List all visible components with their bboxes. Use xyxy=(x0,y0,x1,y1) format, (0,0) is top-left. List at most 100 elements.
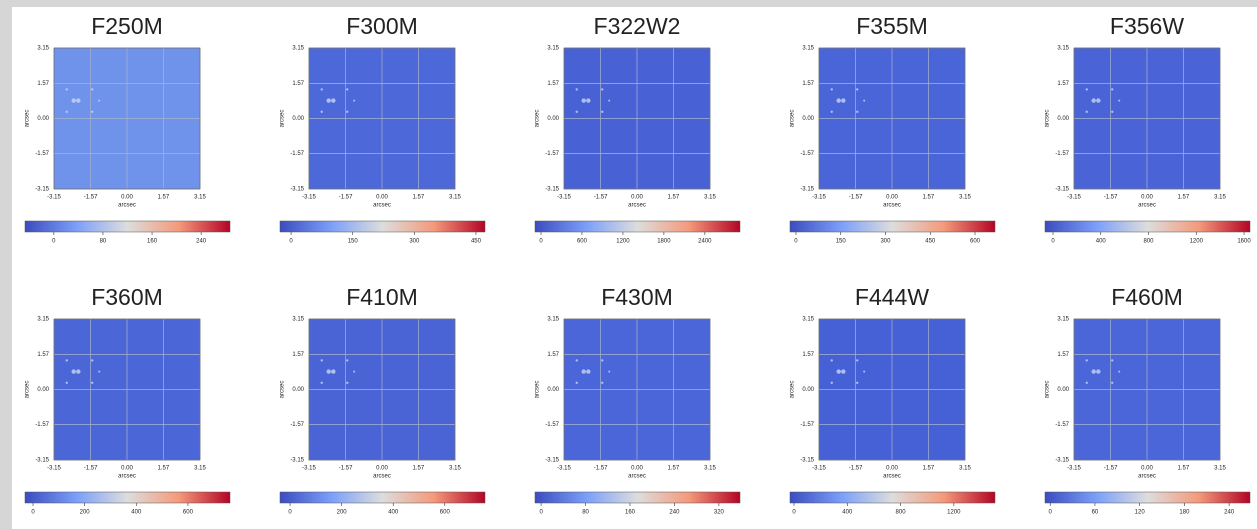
x-tick-label: -1.57 xyxy=(594,466,608,472)
x-tick-label: -3.15 xyxy=(557,466,571,472)
y-tick-label: 3.15 xyxy=(802,317,814,323)
colorbar-tick-label: 450 xyxy=(925,239,936,245)
y-tick-label: -1.57 xyxy=(35,151,49,157)
source-spot xyxy=(1086,111,1088,113)
colorbar-tick-label: 0 xyxy=(794,239,798,245)
x-tick-label: 3.15 xyxy=(704,195,716,201)
source-spot xyxy=(331,98,335,102)
x-tick-label: 1.57 xyxy=(413,195,425,201)
source-spot xyxy=(601,111,603,113)
panel-title: F300M xyxy=(346,13,418,39)
y-tick-label: 0.00 xyxy=(547,116,559,122)
panel-title: F444W xyxy=(855,284,929,310)
y-tick-label: 0.00 xyxy=(37,116,49,122)
source-spot xyxy=(576,88,578,90)
colorbar xyxy=(25,221,230,232)
y-tick-label: -1.57 xyxy=(290,422,304,428)
colorbar-tick-label: 60 xyxy=(1092,510,1099,516)
source-spot xyxy=(1118,371,1120,373)
x-tick-label: 0.00 xyxy=(376,195,388,201)
colorbar-tick-label: 150 xyxy=(348,239,359,245)
colorbar xyxy=(1045,492,1250,503)
x-tick-label: 1.57 xyxy=(668,466,680,472)
colorbar xyxy=(790,221,995,232)
y-tick-label: -3.15 xyxy=(545,458,559,464)
y-tick-label: -1.57 xyxy=(800,422,814,428)
x-tick-label: 3.15 xyxy=(959,195,971,201)
x-tick-label: -3.15 xyxy=(47,195,61,201)
top-strip xyxy=(0,0,1257,7)
source-spot xyxy=(581,98,585,102)
panel-title: F430M xyxy=(601,284,673,310)
colorbar-tick-label: 400 xyxy=(131,510,142,516)
source-spot xyxy=(91,382,93,384)
colorbar-tick-label: 0 xyxy=(539,239,543,245)
x-tick-label: -3.15 xyxy=(302,466,316,472)
x-tick-label: -3.15 xyxy=(1067,466,1081,472)
colorbar-tick-label: 240 xyxy=(1224,510,1235,516)
x-axis-label: arcsec xyxy=(628,474,646,480)
colorbar-tick-label: 300 xyxy=(409,239,420,245)
x-tick-label: -1.57 xyxy=(1104,466,1118,472)
y-tick-label: -3.15 xyxy=(800,187,814,193)
colorbar-tick-label: 0 xyxy=(539,510,543,516)
colorbar-tick-label: 600 xyxy=(970,239,981,245)
x-tick-label: 3.15 xyxy=(449,195,461,201)
source-spot xyxy=(608,100,610,102)
x-tick-label: 0.00 xyxy=(886,195,898,201)
x-tick-label: 1.57 xyxy=(668,195,680,201)
y-tick-label: -3.15 xyxy=(35,187,49,193)
y-axis-label: arcsec xyxy=(25,381,31,399)
x-tick-label: -1.57 xyxy=(1104,195,1118,201)
x-axis-label: arcsec xyxy=(373,203,391,209)
source-spot xyxy=(1096,98,1100,102)
colorbar xyxy=(280,492,485,503)
source-spot xyxy=(601,88,603,90)
source-spot xyxy=(581,369,585,373)
source-spot xyxy=(91,88,93,90)
y-tick-label: -3.15 xyxy=(1055,187,1069,193)
source-spot xyxy=(76,98,80,102)
source-spot xyxy=(831,359,833,361)
source-spot xyxy=(71,369,75,373)
source-spot xyxy=(841,98,845,102)
colorbar-tick-label: 160 xyxy=(625,510,636,516)
source-spot xyxy=(91,111,93,113)
x-tick-label: -3.15 xyxy=(1067,195,1081,201)
y-tick-label: 0.00 xyxy=(547,387,559,393)
colorbar xyxy=(535,492,740,503)
x-tick-label: -1.57 xyxy=(849,195,863,201)
x-tick-label: 0.00 xyxy=(1141,466,1153,472)
colorbar-tick-label: 800 xyxy=(896,510,907,516)
x-tick-label: -1.57 xyxy=(84,466,98,472)
x-tick-label: -3.15 xyxy=(812,195,826,201)
colorbar-tick-label: 400 xyxy=(842,510,853,516)
colorbar-tick-label: 160 xyxy=(147,239,158,245)
colorbar xyxy=(535,221,740,232)
colorbar-tick-label: 300 xyxy=(880,239,891,245)
figure: F250M -3.15 -1.57 0.00 1.57 3.15 -3.15 -1.57 0.0… xyxy=(0,0,1257,529)
y-tick-label: 0.00 xyxy=(292,387,304,393)
y-tick-label: 3.15 xyxy=(547,317,559,323)
colorbar-tick-label: 0 xyxy=(289,239,293,245)
source-spot xyxy=(1086,359,1088,361)
y-tick-label: 1.57 xyxy=(37,352,49,358)
colorbar-tick-label: 80 xyxy=(582,510,589,516)
panel-title: F250M xyxy=(91,13,163,39)
y-tick-label: 1.57 xyxy=(802,81,814,87)
y-tick-label: -1.57 xyxy=(1055,422,1069,428)
source-spot xyxy=(1091,369,1095,373)
source-spot xyxy=(1118,100,1120,102)
source-spot xyxy=(1111,111,1113,113)
x-tick-label: 1.57 xyxy=(1178,195,1190,201)
source-spot xyxy=(66,111,68,113)
x-axis-label: arcsec xyxy=(883,203,901,209)
source-spot xyxy=(601,359,603,361)
panel-title: F360M xyxy=(91,284,163,310)
colorbar-tick-label: 0 xyxy=(288,510,292,516)
colorbar-tick-label: 800 xyxy=(1144,239,1155,245)
source-spot xyxy=(1086,88,1088,90)
colorbar-tick-label: 1600 xyxy=(1237,239,1251,245)
x-tick-label: 1.57 xyxy=(413,466,425,472)
x-tick-label: -1.57 xyxy=(339,195,353,201)
